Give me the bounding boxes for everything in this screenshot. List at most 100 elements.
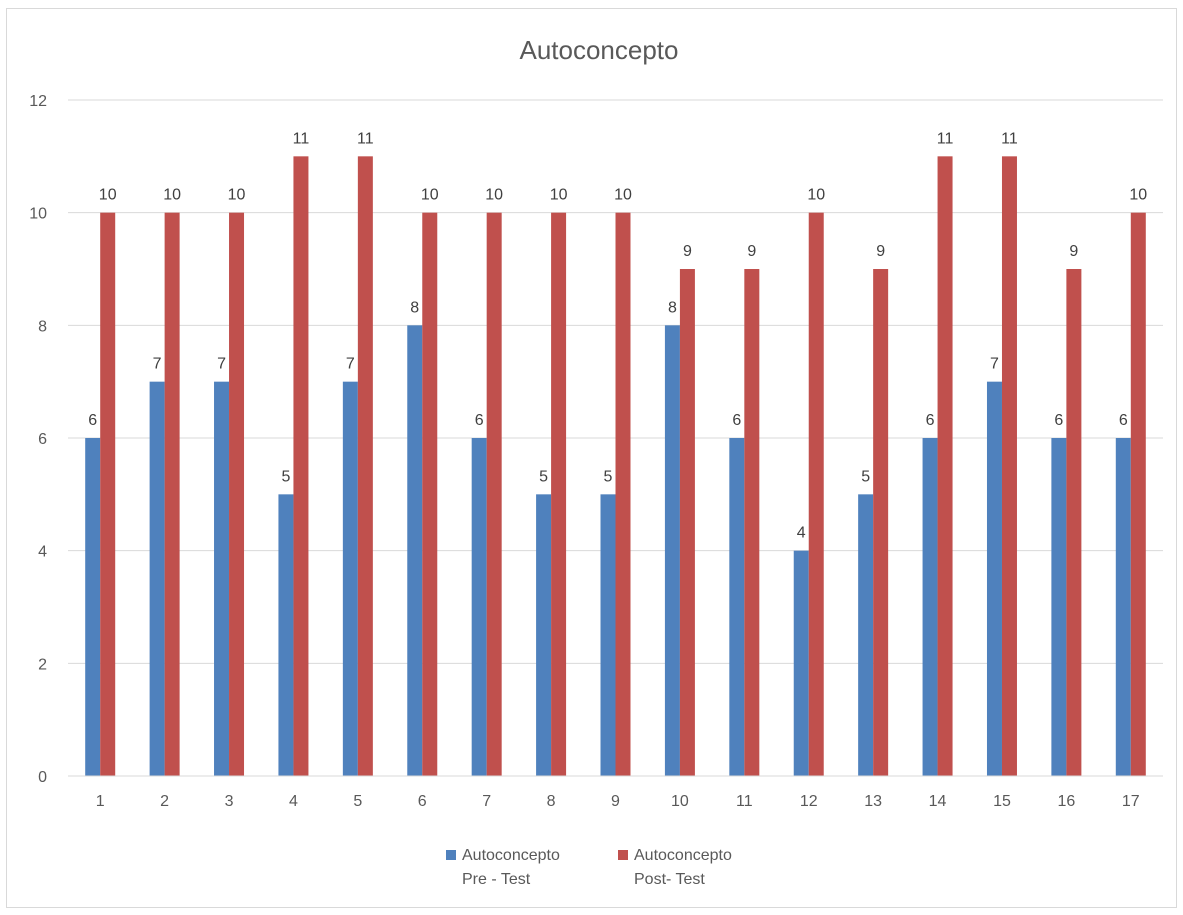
x-tick-label: 7 [482, 793, 491, 810]
x-tick-label: 8 [547, 793, 556, 810]
data-label: 9 [876, 243, 885, 260]
data-label: 5 [861, 468, 870, 485]
data-label: 11 [357, 130, 374, 147]
bar-pre-test [793, 550, 809, 776]
bars [85, 156, 1146, 777]
x-tick-label: 4 [289, 793, 298, 810]
bar-post-test [1066, 269, 1082, 776]
data-label: 6 [1054, 412, 1063, 429]
y-tick-label: 0 [38, 769, 47, 786]
data-label: 7 [217, 356, 226, 373]
bar-post-test [229, 212, 245, 776]
data-label: 11 [937, 130, 954, 147]
legend-label: Pre - Test [462, 871, 531, 888]
bar-pre-test [149, 381, 165, 776]
data-label: 9 [683, 243, 692, 260]
data-label: 9 [747, 243, 756, 260]
data-label: 4 [797, 525, 806, 542]
x-tick-label: 16 [1057, 793, 1075, 810]
bar-post-test [744, 269, 760, 776]
x-tick-label: 15 [993, 793, 1011, 810]
data-label: 6 [475, 412, 484, 429]
bar-pre-test [407, 325, 423, 776]
data-labels: 6 10 7 10 7 10 5 11 7 11 8 10 6 10 5 10 5 10 8 9 6 9 4 10 5 9 6 11 7… [88, 130, 1147, 541]
bar-post-test [615, 212, 631, 776]
bar-chart: Autoconcepto 610710710511711810610510510… [29, 35, 1163, 888]
bar-post-test [551, 212, 567, 776]
legend-item-pre-test: Autoconcepto Pre - Test [446, 847, 560, 888]
x-tick-label: 3 [225, 793, 234, 810]
bar-post-test [422, 212, 438, 776]
bar-post-test [1130, 212, 1146, 776]
legend-label: Post- Test [634, 871, 705, 888]
data-label: 10 [228, 187, 246, 204]
bar-post-test [100, 212, 116, 776]
legend-label: Autoconcepto [634, 847, 732, 864]
bar-pre-test [342, 381, 358, 776]
data-label: 7 [153, 356, 162, 373]
x-tick-label: 17 [1122, 793, 1140, 810]
y-tick-label: 6 [38, 431, 47, 448]
y-tick-label: 10 [29, 206, 47, 223]
data-label: 10 [807, 187, 825, 204]
bar-post-test [1001, 156, 1017, 777]
x-tick-label: 1 [96, 793, 105, 810]
data-label: 10 [485, 187, 503, 204]
bar-post-test [808, 212, 824, 776]
legend-swatch [618, 850, 628, 860]
data-label: 8 [668, 299, 677, 316]
data-label: 11 [1001, 130, 1018, 147]
bar-post-test [486, 212, 502, 776]
data-label: 10 [550, 187, 568, 204]
data-label: 5 [604, 468, 613, 485]
legend-item-post-test: Autoconcepto Post- Test [618, 847, 732, 888]
bar-pre-test [471, 438, 487, 776]
bar-pre-test [600, 494, 616, 776]
legend-label: Autoconcepto [462, 847, 560, 864]
bar-post-test [357, 156, 373, 777]
x-tick-label: 9 [611, 793, 620, 810]
chart-frame: Autoconcepto 6 10 7 10 7 10 5 11 7 11 8 10 6 10 5 10 5 10… [6, 8, 1177, 908]
bar-post-test [164, 212, 180, 776]
bar-pre-test [536, 494, 552, 776]
bar-pre-test [858, 494, 874, 776]
data-label: 5 [281, 468, 290, 485]
x-tick-label: 5 [353, 793, 362, 810]
bar-pre-test [922, 438, 938, 776]
data-label: 5 [539, 468, 548, 485]
x-tick-label: 12 [800, 793, 818, 810]
x-tick-label: 13 [864, 793, 882, 810]
y-tick-label: 4 [38, 544, 47, 561]
x-tick-label: 2 [160, 793, 169, 810]
x-tick-label: 11 [736, 793, 753, 810]
x-tick-label: 14 [929, 793, 947, 810]
y-tick-label: 12 [29, 93, 47, 110]
data-label: 7 [346, 356, 355, 373]
bar-pre-test [1115, 438, 1131, 776]
data-label: 10 [99, 187, 117, 204]
data-label: 6 [926, 412, 935, 429]
data-label: 6 [88, 412, 97, 429]
bar-pre-test [986, 381, 1002, 776]
data-label: 10 [1129, 187, 1147, 204]
y-tick-label: 2 [38, 656, 47, 673]
legend: Autoconcepto Pre - Test Autoconcepto Post- … [446, 847, 732, 888]
x-tick-label: 6 [418, 793, 427, 810]
bar-pre-test [1051, 438, 1067, 776]
y-tick-label: 8 [38, 318, 47, 335]
legend-swatch [446, 850, 456, 860]
bar-post-test [293, 156, 309, 777]
bar-pre-test [278, 494, 294, 776]
data-label: 8 [410, 299, 419, 316]
x-tick-label: 10 [671, 793, 689, 810]
bar-post-test [937, 156, 953, 777]
bar-pre-test [729, 438, 745, 776]
data-label: 10 [163, 187, 181, 204]
data-label: 6 [732, 412, 741, 429]
bar-pre-test [214, 381, 230, 776]
bar-pre-test [85, 438, 101, 776]
data-label: 10 [421, 187, 439, 204]
bar-post-test [679, 269, 695, 776]
data-label: 11 [293, 130, 310, 147]
